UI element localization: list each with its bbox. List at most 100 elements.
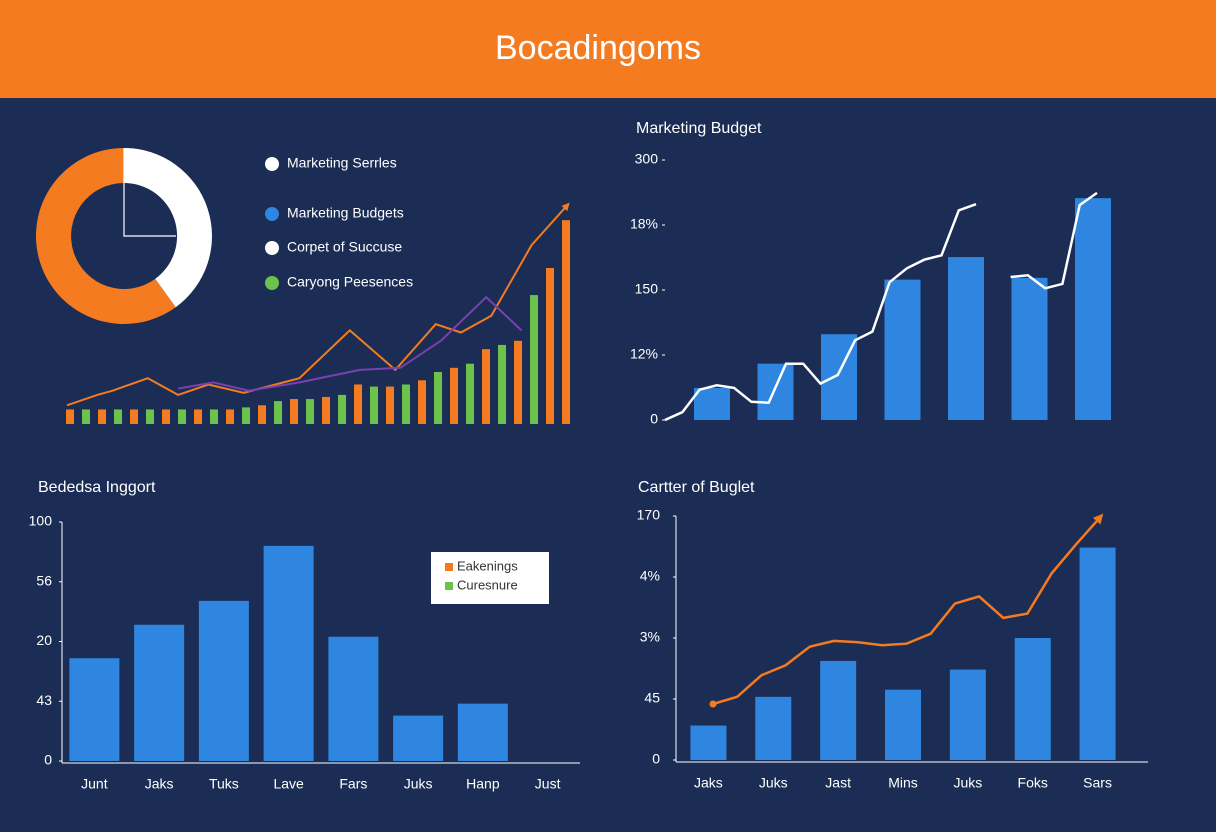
bar bbox=[694, 387, 730, 420]
bar bbox=[226, 409, 234, 424]
x-tick-label: Mins bbox=[888, 775, 918, 791]
y-tick-label: 4% bbox=[640, 568, 660, 584]
chart-title: Marketing Budget bbox=[636, 120, 762, 137]
bar bbox=[198, 600, 249, 761]
bar bbox=[146, 409, 154, 424]
x-tick-label: Lave bbox=[273, 776, 304, 792]
y-tick-label: 3% bbox=[640, 629, 660, 645]
bar bbox=[328, 636, 379, 761]
bar bbox=[402, 384, 410, 424]
bar bbox=[530, 295, 538, 424]
bar bbox=[242, 407, 250, 424]
bar bbox=[114, 409, 122, 424]
y-tick-label: 100 bbox=[29, 513, 53, 529]
x-tick-label: Junt bbox=[81, 776, 108, 792]
bar bbox=[306, 399, 314, 424]
legend-label: Marketing Serrles bbox=[287, 155, 397, 171]
bar bbox=[434, 372, 442, 424]
y-tick-label: 45 bbox=[644, 690, 660, 706]
legend-label: Marketing Budgets bbox=[287, 205, 404, 221]
bar bbox=[450, 367, 458, 424]
x-tick-label: Jaks bbox=[694, 775, 723, 791]
bar bbox=[948, 257, 984, 420]
annotation-guide bbox=[123, 148, 176, 237]
y-tick-label: 170 bbox=[637, 507, 661, 523]
donut-slice bbox=[35, 148, 176, 324]
bar bbox=[757, 363, 794, 420]
x-tick-label: Just bbox=[535, 776, 561, 792]
line bbox=[664, 191, 1098, 422]
y-tick-label: 0 bbox=[44, 752, 52, 768]
line-start bbox=[709, 700, 717, 708]
legend-swatch bbox=[265, 241, 279, 255]
bar bbox=[98, 409, 106, 424]
line bbox=[66, 202, 570, 407]
y-tick-label: 56 bbox=[36, 572, 52, 588]
bar bbox=[949, 669, 986, 760]
bar bbox=[370, 386, 378, 424]
y-tick-label: 0 bbox=[650, 411, 658, 427]
bar bbox=[210, 409, 218, 424]
donut-annotation: 10% bbox=[184, 233, 206, 245]
x-tick-label: Juks bbox=[953, 775, 982, 791]
y-tick-label: 43 bbox=[36, 692, 52, 708]
bar bbox=[1011, 277, 1048, 420]
legend-label: Curesnure bbox=[457, 577, 518, 592]
legend-swatch bbox=[265, 207, 279, 221]
x-tick-label: Juks bbox=[404, 776, 433, 792]
bar bbox=[482, 349, 490, 424]
bar bbox=[178, 409, 186, 424]
donut-slice bbox=[124, 148, 212, 308]
bar bbox=[755, 696, 792, 760]
bar bbox=[338, 394, 346, 424]
chart-title: Cartter of Buglet bbox=[638, 479, 755, 496]
header-bar bbox=[0, 0, 1216, 98]
bar bbox=[69, 658, 120, 761]
x-tick-label: Jaks bbox=[145, 776, 174, 792]
bar bbox=[418, 380, 426, 424]
bar bbox=[393, 715, 444, 761]
header-title: Bocadingoms bbox=[495, 29, 701, 67]
bar bbox=[457, 703, 508, 761]
y-tick-label: 300 bbox=[635, 151, 659, 167]
bar bbox=[690, 725, 727, 760]
bar bbox=[820, 660, 857, 760]
chart-title: Bededsa Inggort bbox=[38, 479, 156, 496]
bar bbox=[263, 545, 314, 761]
y-tick-label: 18% bbox=[630, 216, 658, 232]
x-tick-label: Hanp bbox=[466, 776, 500, 792]
x-tick-label: Sars bbox=[1083, 775, 1112, 791]
legend-swatch bbox=[265, 157, 279, 171]
x-tick-label: Jast bbox=[825, 775, 851, 791]
bar bbox=[466, 363, 474, 424]
bar bbox=[82, 409, 90, 424]
bar bbox=[322, 396, 330, 424]
legend-box bbox=[431, 552, 549, 604]
bar bbox=[546, 268, 554, 424]
bar bbox=[885, 689, 921, 760]
x-tick-label: Juks bbox=[759, 775, 788, 791]
bar bbox=[514, 340, 522, 424]
bar bbox=[1079, 547, 1116, 760]
bar bbox=[386, 386, 394, 424]
y-tick-label: 0 bbox=[652, 751, 660, 767]
legend-swatch bbox=[445, 563, 453, 571]
legend-swatch bbox=[445, 582, 453, 590]
x-tick-label: Foks bbox=[1018, 775, 1048, 791]
bar bbox=[1014, 638, 1051, 760]
y-tick-label: 20 bbox=[36, 632, 52, 648]
bar bbox=[498, 344, 506, 424]
line bbox=[712, 513, 1104, 706]
legend-label: Eakenings bbox=[457, 558, 518, 573]
bar bbox=[1075, 198, 1111, 420]
bar bbox=[562, 220, 570, 424]
y-tick-label: 12% bbox=[630, 346, 658, 362]
bar bbox=[274, 401, 282, 424]
bar bbox=[66, 409, 74, 424]
bar bbox=[162, 409, 170, 424]
legend-label: Caryong Peesences bbox=[287, 274, 413, 290]
bar bbox=[194, 409, 202, 424]
bar bbox=[354, 384, 362, 424]
